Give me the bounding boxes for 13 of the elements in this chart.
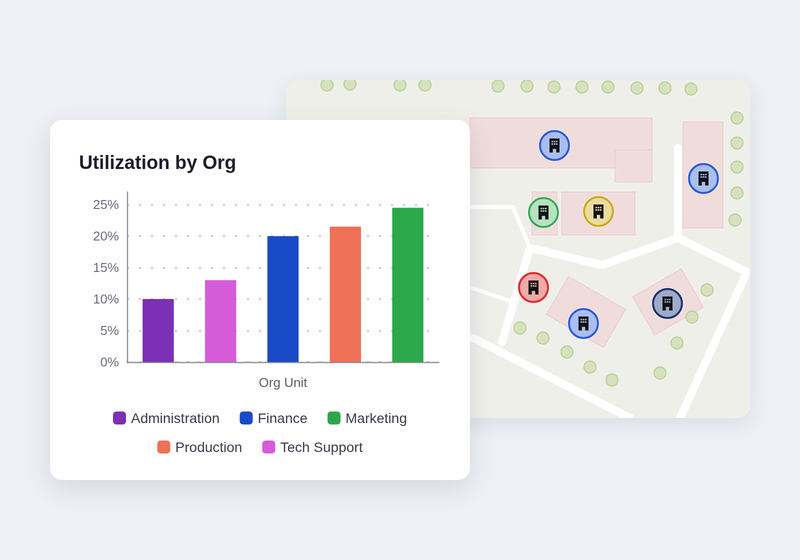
legend-label: Finance [258,410,308,426]
y-tick-label: 10% [92,292,120,307]
y-tick-label: 5% [100,323,120,338]
x-axis-title: Org Unit [258,375,308,390]
legend-label: Marketing [346,410,407,426]
chart-title: Utilization by Org [79,152,236,173]
y-tick-label: 25% [92,197,120,212]
legend-label: Production [175,439,242,455]
legend-label: Tech Support [280,439,363,455]
y-tick-label: 15% [92,260,120,276]
y-tick-label: 20% [92,228,120,244]
y-tick-label: 0% [100,354,120,370]
legend-label: Administration [131,410,220,426]
